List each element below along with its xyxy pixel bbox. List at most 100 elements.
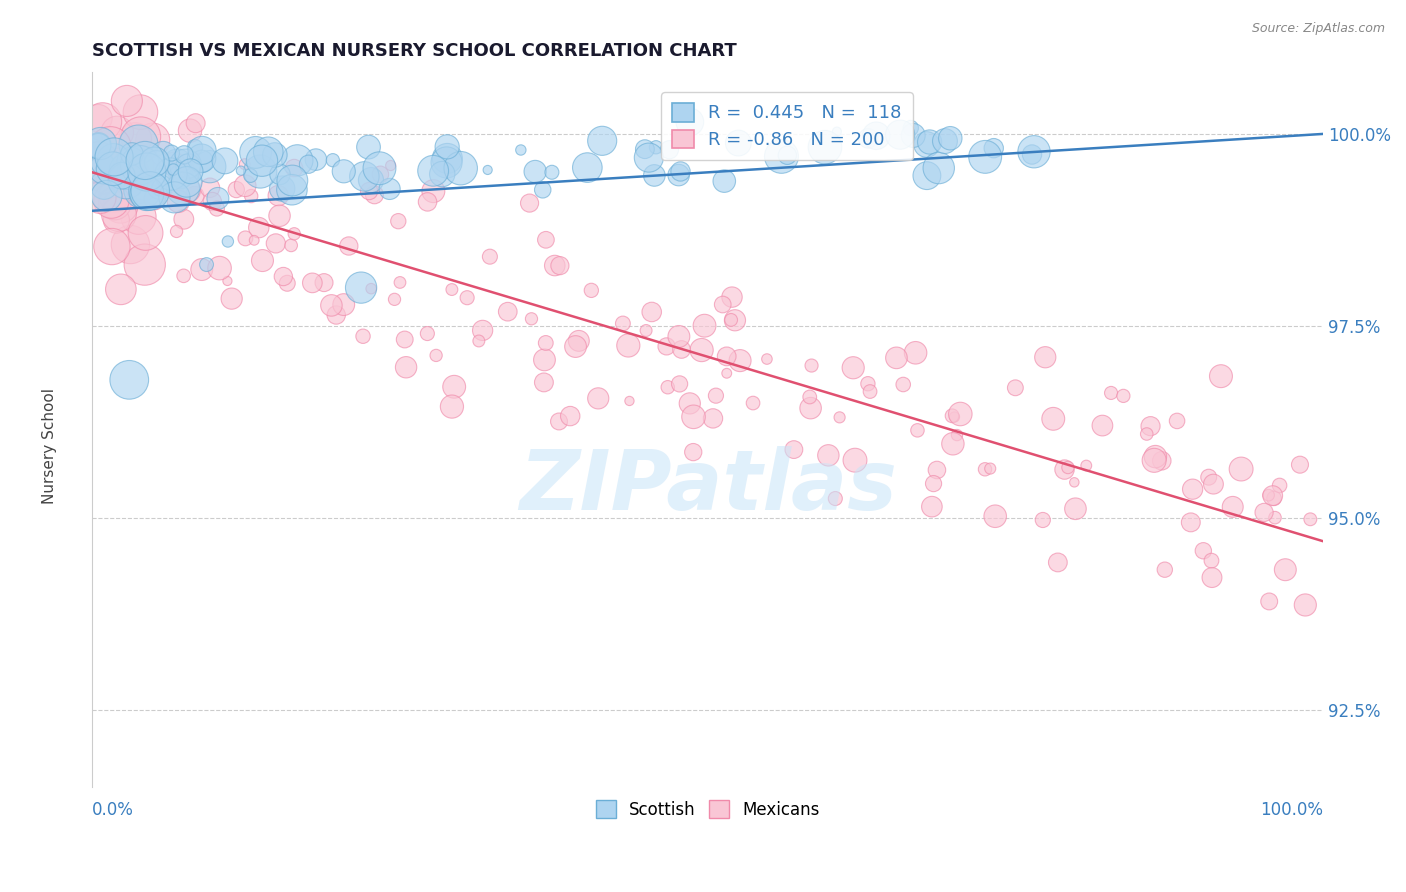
Point (856, 376, 879, 391)
Point (243, 233, 266, 247)
Point (149, 179, 172, 194)
Point (89, 136, 111, 151)
Point (1261, 489, 1284, 503)
Point (183, 169, 205, 184)
Point (1198, 470, 1220, 484)
Point (149, 180, 172, 194)
Point (1264, 510, 1286, 524)
Point (322, 153, 344, 168)
Point (716, 366, 738, 380)
Point (548, 259, 571, 273)
Point (534, 335, 557, 350)
Point (1222, 500, 1244, 514)
Point (135, 165, 157, 179)
Point (716, 350, 738, 364)
Point (191, 154, 214, 169)
Point (436, 140, 458, 154)
Point (122, 160, 145, 174)
Point (657, 380, 679, 394)
Point (921, 500, 943, 514)
Point (283, 161, 305, 175)
Point (713, 174, 735, 188)
Point (173, 148, 195, 162)
Point (721, 290, 744, 304)
Point (276, 277, 298, 291)
Point (1294, 598, 1316, 612)
Point (359, 184, 381, 198)
Point (915, 137, 938, 152)
Point (207, 191, 229, 205)
Point (184, 140, 207, 154)
Point (89, 191, 111, 205)
Point (1209, 369, 1232, 384)
Point (900, 121, 922, 136)
Point (115, 174, 138, 188)
Point (285, 153, 308, 168)
Point (1192, 543, 1215, 558)
Point (450, 161, 472, 176)
Legend: Scottish, Mexicans: Scottish, Mexicans (589, 794, 827, 825)
Point (160, 167, 183, 181)
Point (103, 150, 125, 164)
Point (440, 400, 463, 414)
Point (842, 360, 865, 375)
Point (134, 258, 156, 272)
Point (1180, 516, 1202, 530)
Point (928, 161, 950, 175)
Point (586, 392, 609, 406)
Point (1257, 488, 1279, 502)
Point (1021, 147, 1043, 161)
Point (395, 360, 418, 375)
Point (129, 158, 152, 172)
Point (136, 184, 159, 198)
Point (1139, 419, 1161, 434)
Point (817, 448, 839, 462)
Point (257, 145, 280, 159)
Point (1253, 505, 1275, 519)
Point (436, 155, 458, 169)
Point (142, 133, 165, 147)
Point (901, 128, 924, 143)
Point (1033, 350, 1056, 364)
Point (273, 269, 295, 284)
Point (440, 283, 463, 297)
Point (671, 343, 693, 357)
Point (1263, 491, 1285, 506)
Point (120, 237, 142, 252)
Point (135, 226, 157, 240)
Point (201, 194, 224, 209)
Text: SCOTTISH VS MEXICAN NURSERY SCHOOL CORRELATION CHART: SCOTTISH VS MEXICAN NURSERY SCHOOL CORRE… (93, 42, 737, 60)
Point (824, 491, 846, 506)
Point (249, 164, 271, 178)
Point (105, 213, 128, 227)
Point (742, 396, 765, 410)
Point (591, 134, 613, 148)
Point (1032, 513, 1054, 527)
Point (112, 160, 135, 174)
Point (478, 250, 501, 264)
Point (117, 164, 139, 178)
Point (799, 390, 821, 404)
Point (267, 188, 290, 202)
Point (619, 394, 641, 409)
Point (281, 183, 304, 197)
Point (103, 153, 125, 167)
Point (904, 345, 927, 359)
Point (1022, 145, 1045, 159)
Point (770, 149, 793, 163)
Point (541, 165, 564, 179)
Point (135, 186, 157, 201)
Point (984, 509, 1007, 524)
Point (1166, 414, 1188, 428)
Point (87, 155, 110, 169)
Point (225, 183, 247, 197)
Point (915, 169, 938, 183)
Point (190, 151, 212, 165)
Point (925, 463, 948, 477)
Point (800, 401, 823, 416)
Point (477, 163, 499, 178)
Point (205, 202, 228, 216)
Point (208, 261, 231, 276)
Point (682, 445, 704, 459)
Point (814, 140, 837, 154)
